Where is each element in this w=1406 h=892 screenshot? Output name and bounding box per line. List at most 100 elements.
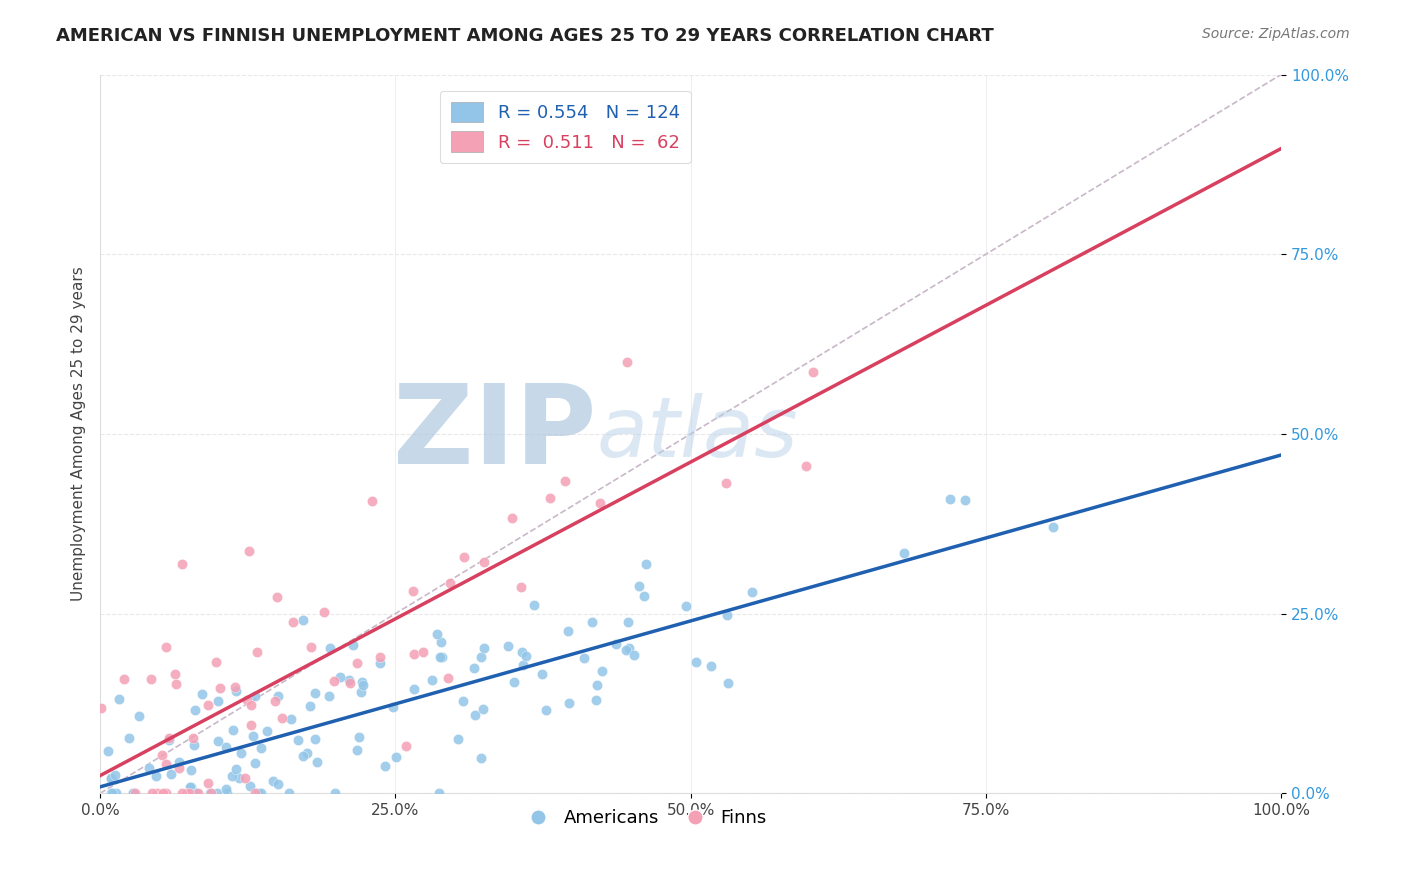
Point: [304, 732, 326, 747]
Point: [105, 786, 128, 800]
Point: [291, 748, 314, 763]
Point: [339, 675, 361, 690]
Point: [346, 742, 368, 756]
Point: [159, 733, 181, 747]
Point: [581, 615, 603, 630]
Point: [429, 649, 451, 664]
Point: [350, 675, 373, 690]
Point: [236, 692, 259, 706]
Point: [342, 638, 364, 652]
Point: [515, 648, 537, 663]
Point: [381, 700, 404, 714]
Point: [512, 657, 534, 672]
Point: [318, 689, 340, 703]
Point: [510, 645, 533, 659]
Point: [412, 645, 434, 659]
Point: [420, 673, 443, 688]
Point: [238, 543, 260, 558]
Point: [180, 786, 202, 800]
Point: [633, 589, 655, 603]
Point: [496, 639, 519, 653]
Text: AMERICAN VS FINNISH UNEMPLOYMENT AMONG AGES 25 TO 29 YEARS CORRELATION CHART: AMERICAN VS FINNISH UNEMPLOYMENT AMONG A…: [56, 27, 994, 45]
Point: [426, 627, 449, 641]
Legend: Americans, Finns: Americans, Finns: [513, 802, 773, 835]
Point: [170, 557, 193, 571]
Point: [141, 672, 163, 686]
Point: [472, 640, 495, 655]
Point: [221, 769, 243, 783]
Point: [224, 680, 246, 694]
Point: [614, 642, 637, 657]
Point: [501, 511, 523, 525]
Point: [323, 786, 346, 800]
Text: atlas: atlas: [596, 393, 797, 475]
Point: [90, 701, 112, 715]
Point: [350, 685, 373, 699]
Point: [585, 693, 607, 707]
Point: [439, 576, 461, 591]
Point: [155, 640, 177, 654]
Point: [121, 786, 143, 800]
Point: [305, 755, 328, 769]
Point: [204, 656, 226, 670]
Point: [538, 491, 561, 506]
Point: [239, 779, 262, 793]
Point: [145, 769, 167, 783]
Point: [184, 786, 207, 800]
Point: [304, 686, 326, 700]
Point: [283, 615, 305, 629]
Point: [163, 667, 186, 681]
Point: [249, 786, 271, 800]
Point: [229, 746, 252, 760]
Point: [430, 635, 453, 649]
Point: [112, 672, 135, 686]
Point: [361, 493, 384, 508]
Point: [717, 676, 740, 690]
Point: [301, 640, 323, 654]
Point: [299, 698, 322, 713]
Point: [186, 786, 208, 800]
Point: [741, 585, 763, 599]
Point: [170, 786, 193, 800]
Point: [470, 649, 492, 664]
Point: [157, 731, 180, 745]
Point: [384, 750, 406, 764]
Point: [228, 771, 250, 785]
Point: [177, 786, 200, 800]
Point: [262, 773, 284, 788]
Point: [222, 723, 245, 737]
Point: [233, 772, 256, 786]
Point: [104, 768, 127, 782]
Point: [617, 615, 640, 629]
Point: [100, 772, 122, 786]
Point: [186, 786, 208, 800]
Point: [100, 786, 122, 800]
Point: [716, 607, 738, 622]
Point: [266, 591, 288, 605]
Point: [675, 599, 697, 613]
Point: [436, 671, 458, 685]
Point: [97, 744, 120, 758]
Point: [616, 355, 638, 369]
Point: [267, 777, 290, 791]
Point: [589, 496, 612, 510]
Point: [180, 780, 202, 794]
Point: [585, 678, 607, 692]
Point: [801, 365, 824, 379]
Y-axis label: Unemployment Among Ages 25 to 29 years: Unemployment Among Ages 25 to 29 years: [72, 267, 86, 601]
Point: [165, 677, 187, 691]
Point: [558, 696, 581, 710]
Point: [225, 762, 247, 776]
Point: [472, 555, 495, 569]
Point: [287, 733, 309, 747]
Point: [292, 613, 315, 627]
Point: [510, 580, 533, 594]
Point: [179, 780, 201, 794]
Point: [404, 681, 426, 696]
Point: [169, 761, 191, 775]
Point: [938, 492, 960, 507]
Point: [128, 709, 150, 723]
Point: [107, 691, 129, 706]
Point: [215, 786, 238, 800]
Point: [329, 670, 352, 684]
